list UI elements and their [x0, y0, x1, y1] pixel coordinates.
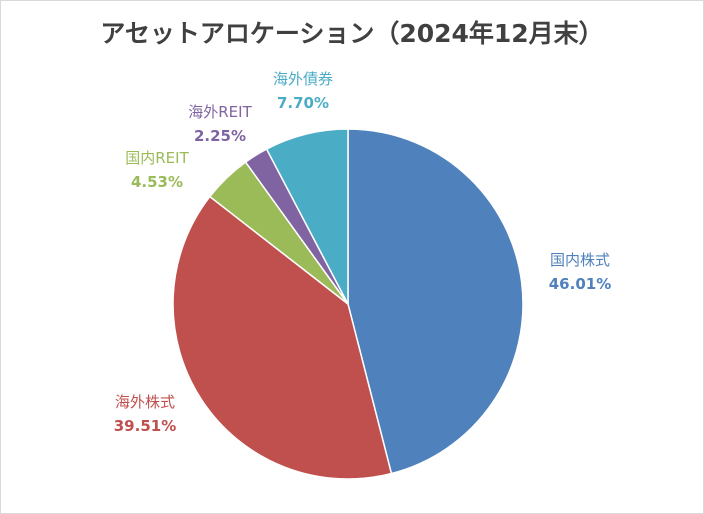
slice-category-label: 海外REIT: [188, 103, 252, 121]
pie-slice: [347, 128, 524, 475]
slice-value-label: 46.01%: [549, 275, 611, 293]
slice-category-label: 海外株式: [115, 393, 175, 411]
slice-value-label: 2.25%: [194, 127, 246, 145]
slice-value-label: 39.51%: [114, 417, 176, 435]
slice-value-label: 7.70%: [277, 94, 329, 112]
pie-slice: [265, 128, 349, 305]
chart-title: アセットアロケーション（2024年12月末）: [100, 19, 604, 48]
pie-labels: 国内株式 46.01% 海外株式 39.51% 国内REIT 4.53% 海外REIT 2.2…: [114, 70, 611, 435]
slice-category-label: 海外債券: [273, 70, 333, 88]
pie-slices: [172, 128, 524, 480]
slice-value-label: 4.53%: [131, 173, 183, 191]
slice-category-label: 国内株式: [550, 251, 610, 269]
pie-slice: [172, 195, 393, 480]
slice-category-label: 国内REIT: [125, 149, 189, 167]
